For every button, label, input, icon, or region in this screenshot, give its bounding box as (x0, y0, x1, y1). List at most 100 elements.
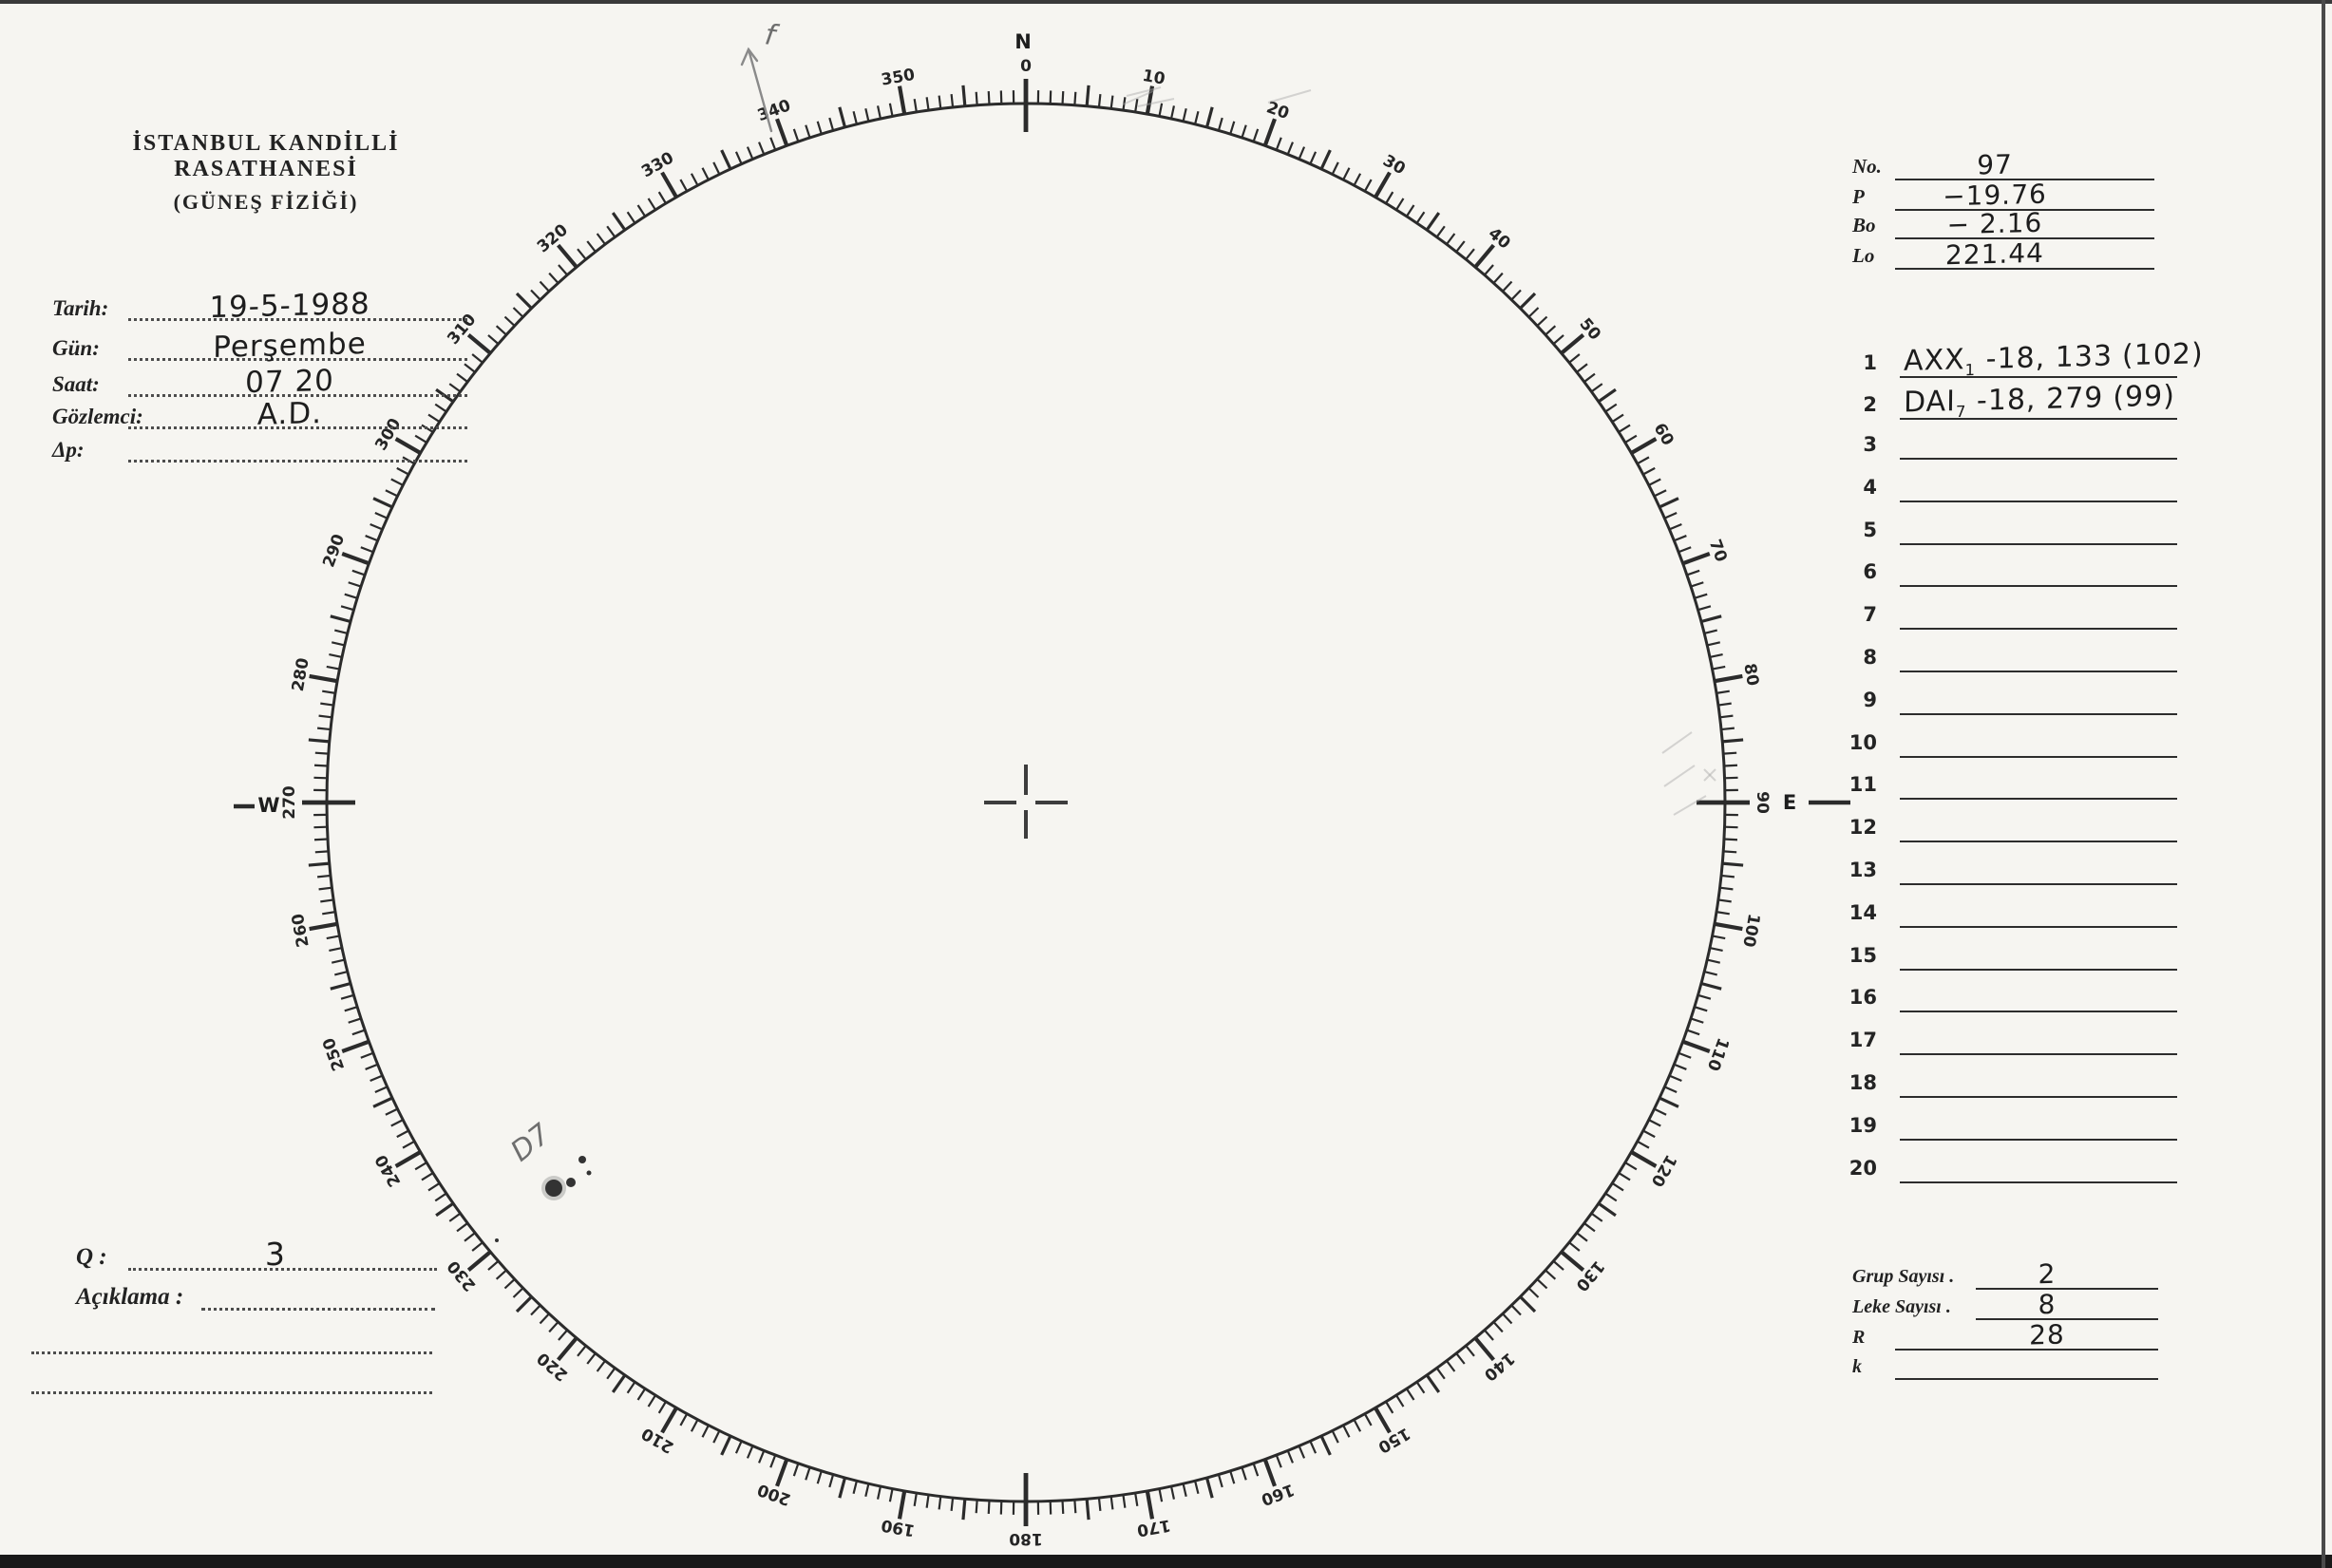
dial-tick (539, 280, 550, 293)
sunspot-group-annotation: D7 (495, 1118, 592, 1242)
dial-tick (1204, 1477, 1214, 1499)
dial-tick (515, 1295, 533, 1313)
dial-tick (1669, 1074, 1682, 1083)
dial-tick (1723, 838, 1738, 841)
dial-tick (456, 372, 468, 383)
dial-tick (876, 1485, 882, 1500)
sunspot-drawing (495, 1156, 592, 1242)
dial-tick (1536, 1278, 1548, 1290)
sunspot (566, 1178, 576, 1187)
row-number: 11 (1849, 773, 1877, 797)
rule-line (1900, 671, 2177, 672)
dial-tick (456, 1222, 468, 1233)
row-number: 16 (1849, 986, 1877, 1010)
dial-tick (897, 85, 907, 115)
rule-line (1900, 1181, 2177, 1183)
dial-tick (318, 886, 332, 891)
dial-degree-label: 270 (280, 785, 299, 820)
dial-tick (1455, 240, 1466, 253)
group-list-row: 6 (1841, 549, 2179, 588)
summary-label: Grup Sayısı . (1852, 1266, 1955, 1287)
dial-tick (746, 146, 754, 160)
dial-tick (530, 289, 541, 301)
dial-tick (1122, 97, 1127, 111)
dotted-line (128, 460, 467, 463)
dial-tick (1158, 1488, 1164, 1502)
dial-tick (1073, 1500, 1077, 1514)
dial-tick (1262, 1458, 1277, 1487)
dial-tick (596, 233, 606, 245)
rule-line (1900, 755, 2177, 758)
dial-tick (341, 1039, 370, 1053)
aciklama-field: Açıklama : (57, 1276, 456, 1311)
dial-tick (360, 1051, 374, 1059)
dial-tick (512, 307, 524, 318)
dial-tick (1435, 1367, 1446, 1380)
dial-tick (1545, 325, 1557, 336)
dial-tick (1624, 1162, 1638, 1171)
dial-tick (1109, 1496, 1114, 1510)
dial-tick (1618, 1172, 1631, 1181)
dial-tick (396, 466, 409, 476)
dial-tick (888, 1488, 894, 1502)
dial-tick (1669, 522, 1682, 531)
dial-tick (626, 1381, 636, 1394)
dial-tick (1568, 353, 1581, 364)
dial-tick (320, 702, 334, 707)
dial-tick (1286, 1449, 1294, 1464)
dial-tick (1319, 149, 1332, 170)
dial-tick (805, 124, 811, 139)
rule-line (1900, 1053, 2177, 1056)
dial-tick (1385, 191, 1394, 204)
dial-tick (1527, 307, 1540, 318)
summary-k: k (1852, 1348, 2166, 1380)
dial-tick (1583, 1222, 1596, 1233)
dial-tick (1642, 1129, 1656, 1139)
dial-tick (348, 1017, 362, 1024)
group-list-row: 18 (1841, 1060, 2179, 1098)
dial-east-label: E (1783, 791, 1796, 814)
dial-tick (448, 383, 462, 393)
dial-tick (466, 333, 492, 355)
pencil-scribble-east-limb (1661, 731, 1716, 816)
dial-tick (1714, 673, 1743, 684)
dial-tick (1492, 1321, 1504, 1333)
dial-tick (316, 727, 332, 731)
dial-tick (385, 1107, 398, 1116)
dial-tick (1492, 272, 1504, 284)
row-number: 13 (1849, 859, 1877, 881)
group-list-entry: 2 DAI7 -18, 279 (99) (1841, 379, 2179, 421)
dial-tick (746, 1445, 754, 1459)
dotted-line (128, 358, 467, 361)
dotted-line (31, 1351, 432, 1354)
dial-tick (434, 403, 447, 413)
dial-tick (1597, 387, 1617, 404)
dotted-line (128, 318, 467, 321)
dial-tick (331, 958, 346, 964)
dial-tick (961, 1499, 967, 1521)
dial-tick (495, 325, 507, 336)
dial-tick (558, 1329, 568, 1341)
dial-tick (1618, 424, 1631, 433)
dial-tick (1169, 1485, 1176, 1500)
dial-tick (1630, 1150, 1658, 1168)
rule-line (1900, 968, 2177, 971)
dial-tick (690, 173, 699, 186)
dial-tick (374, 1086, 389, 1094)
dial-tick (1415, 211, 1426, 224)
dial-tick (557, 243, 578, 269)
dial-tick (1415, 1381, 1426, 1394)
dial-tick (1425, 1373, 1441, 1393)
dial-tick (316, 874, 332, 878)
rule-line (1900, 418, 2177, 420)
dial-tick (586, 1352, 597, 1365)
dial-tick (1590, 383, 1603, 393)
dial-tick (769, 1454, 777, 1468)
group-list-row: 11 (1841, 762, 2179, 801)
dial-tick (1717, 702, 1732, 707)
param-label: P (1852, 185, 1865, 208)
dial-tick (734, 151, 743, 165)
dial-tick (1719, 714, 1734, 719)
dial-tick (396, 1129, 409, 1139)
dial-tick (1465, 1345, 1475, 1357)
